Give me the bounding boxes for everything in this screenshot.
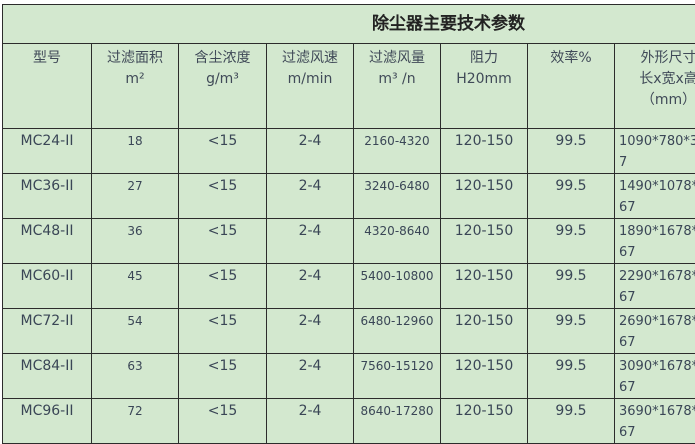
- table-cell: 99.5: [528, 354, 615, 399]
- table-cell: MC72-II: [3, 309, 92, 354]
- column-header: 型号: [3, 44, 92, 129]
- header-line: g/m³: [179, 69, 266, 90]
- table-cell: 120-150: [441, 174, 528, 219]
- table-cell: 120-150: [441, 219, 528, 264]
- table-cell: MC24-II: [3, 129, 92, 174]
- table-cell: 120-150: [441, 129, 528, 174]
- table-cell: 99.5: [528, 264, 615, 309]
- table-cell: 1490*1078*3667: [615, 174, 695, 219]
- table-cell: 54: [92, 309, 179, 354]
- header-line: 外形尺寸: [615, 48, 695, 69]
- header-line: 过滤风量: [354, 48, 440, 69]
- table-cell: 8640-17280: [354, 399, 441, 444]
- table-cell: 120-150: [441, 354, 528, 399]
- table-cell: 63: [92, 354, 179, 399]
- column-header: 效率%: [528, 44, 615, 129]
- header-line: 含尘浓度: [179, 48, 266, 69]
- table-cell: <15: [179, 219, 267, 264]
- table-cell: <15: [179, 354, 267, 399]
- table-cell: 72: [92, 399, 179, 444]
- table-title: 除尘器主要技术参数: [3, 5, 695, 44]
- table-cell: MC96-II: [3, 399, 92, 444]
- table-cell: 99.5: [528, 174, 615, 219]
- table-cell: MC48-II: [3, 219, 92, 264]
- table-cell: 99.5: [528, 129, 615, 174]
- header-line: 过滤风速: [267, 48, 353, 69]
- table-cell: 2690*1678*3667: [615, 309, 695, 354]
- table-cell: MC36-II: [3, 174, 92, 219]
- table-cell: 99.5: [528, 219, 615, 264]
- table-cell: MC84-II: [3, 354, 92, 399]
- table-cell: 2-4: [267, 309, 354, 354]
- table-cell: 5400-10800: [354, 264, 441, 309]
- header-line: 阻力: [441, 48, 527, 69]
- table-cell: 1090*780*3667: [615, 129, 695, 174]
- table-cell: 4320-8640: [354, 219, 441, 264]
- column-header: 外形尺寸长x宽x高（mm）: [615, 44, 695, 129]
- table-cell: 2-4: [267, 399, 354, 444]
- header-line: m³ /n: [354, 69, 440, 90]
- table-cell: 2-4: [267, 264, 354, 309]
- table-cell: 1890*1678*3667: [615, 219, 695, 264]
- table-cell: 45: [92, 264, 179, 309]
- table-cell: 36: [92, 219, 179, 264]
- table-cell: 120-150: [441, 309, 528, 354]
- table-cell: MC60-II: [3, 264, 92, 309]
- table-cell: 18: [92, 129, 179, 174]
- table-cell: 120-150: [441, 399, 528, 444]
- header-line: （mm）: [615, 90, 695, 111]
- header-line: 型号: [3, 48, 91, 69]
- table-cell: <15: [179, 174, 267, 219]
- table-cell: <15: [179, 399, 267, 444]
- header-line: 长x宽x高: [615, 69, 695, 90]
- table-cell: 2160-4320: [354, 129, 441, 174]
- table-cell: 2-4: [267, 354, 354, 399]
- table-cell: 3090*1678*3667: [615, 354, 695, 399]
- table-cell: <15: [179, 309, 267, 354]
- table-cell: 99.5: [528, 399, 615, 444]
- table-cell: <15: [179, 264, 267, 309]
- header-line: m/min: [267, 69, 353, 90]
- table-cell: 3690*1678*3667: [615, 399, 695, 444]
- header-line: H20mm: [441, 69, 527, 90]
- table-cell: 3240-6480: [354, 174, 441, 219]
- table-cell: 7560-15120: [354, 354, 441, 399]
- table-cell: 2-4: [267, 219, 354, 264]
- table-cell: <15: [179, 129, 267, 174]
- table-cell: 2290*1678*3667: [615, 264, 695, 309]
- header-line: 过滤面积: [92, 48, 178, 69]
- header-line: m²: [92, 69, 178, 90]
- table-cell: 120-150: [441, 264, 528, 309]
- table-cell: 6480-12960: [354, 309, 441, 354]
- table-cell: 2-4: [267, 174, 354, 219]
- table-cell: 27: [92, 174, 179, 219]
- table-cell: 2-4: [267, 129, 354, 174]
- header-line: 效率%: [528, 48, 614, 69]
- table-cell: 99.5: [528, 309, 615, 354]
